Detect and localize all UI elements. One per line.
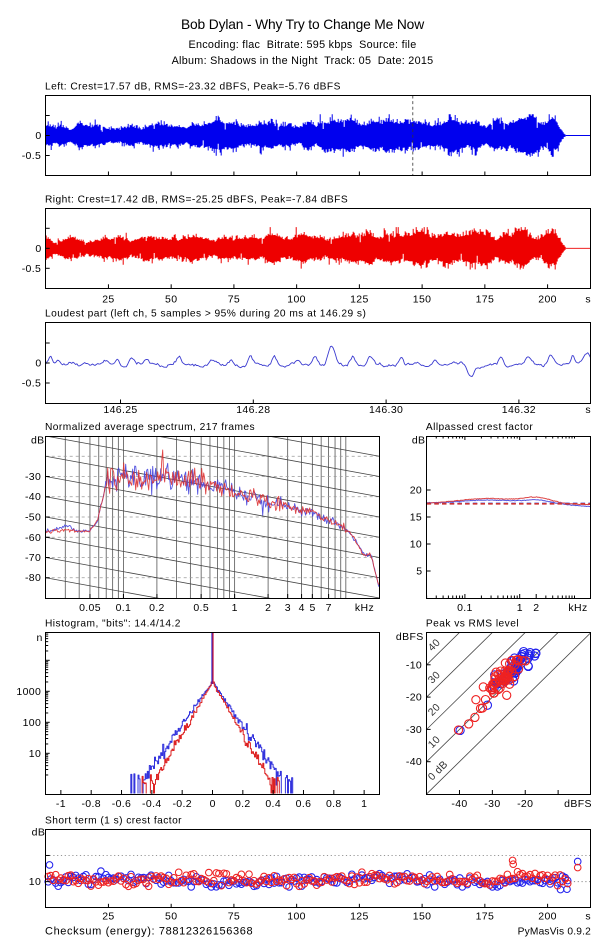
svg-text:-30: -30	[406, 724, 422, 736]
svg-text:125: 125	[350, 294, 369, 306]
svg-text:s: s	[585, 294, 590, 306]
svg-text:-40: -40	[25, 491, 41, 503]
svg-text:1: 1	[517, 602, 523, 614]
svg-text:3: 3	[285, 602, 291, 614]
svg-text:150: 150	[413, 911, 432, 923]
svg-text:100: 100	[287, 294, 306, 306]
svg-text:dB: dB	[412, 435, 426, 447]
svg-text:-30: -30	[25, 471, 41, 483]
svg-text:2: 2	[533, 602, 539, 614]
svg-text:0: 0	[35, 243, 41, 255]
svg-text:146.32: 146.32	[502, 404, 536, 416]
svg-text:-70: -70	[25, 552, 41, 564]
svg-text:2: 2	[265, 602, 271, 614]
svg-text:Bob Dylan - Why Try to Change: Bob Dylan - Why Try to Change Me Now	[181, 17, 424, 32]
svg-text:Short term (1 s) crest factor: Short term (1 s) crest factor	[45, 815, 182, 826]
svg-text:Allpassed crest factor: Allpassed crest factor	[426, 422, 533, 433]
svg-text:75: 75	[228, 911, 240, 923]
svg-text:146.25: 146.25	[103, 404, 137, 416]
svg-text:Encoding: flac Bitrate: 595 k: Encoding: flac Bitrate: 595 kbps Source:…	[188, 39, 416, 51]
svg-text:dBFS: dBFS	[564, 798, 592, 810]
svg-text:-60: -60	[25, 532, 41, 544]
svg-text:Left: Crest=17.57 dB, RMS=-23.: Left: Crest=17.57 dB, RMS=-23.32 dBFS, P…	[45, 82, 341, 93]
svg-text:125: 125	[350, 911, 369, 923]
svg-text:-10: -10	[406, 659, 422, 671]
svg-text:-40: -40	[451, 798, 467, 810]
svg-text:0.1: 0.1	[457, 602, 473, 614]
svg-text:-20: -20	[517, 798, 533, 810]
svg-text:0.1: 0.1	[116, 602, 132, 614]
svg-text:20: 20	[410, 485, 422, 497]
svg-text:0: 0	[35, 130, 41, 142]
svg-text:0.2: 0.2	[235, 798, 251, 810]
svg-text:Histogram, "bits": 14.4/14.2: Histogram, "bits": 14.4/14.2	[45, 619, 181, 630]
svg-text:Peak vs RMS level: Peak vs RMS level	[426, 619, 519, 630]
svg-text:-50: -50	[25, 512, 41, 524]
svg-text:50: 50	[165, 294, 177, 306]
svg-text:50: 50	[165, 911, 177, 923]
svg-text:-0.4: -0.4	[142, 798, 162, 810]
svg-text:1000: 1000	[16, 686, 41, 698]
svg-text:100: 100	[23, 717, 42, 729]
svg-text:Checksum (energy): 78812326156: Checksum (energy): 78812326156368	[45, 926, 253, 938]
svg-text:5: 5	[309, 602, 315, 614]
svg-text:10: 10	[410, 539, 422, 551]
svg-text:200: 200	[538, 911, 557, 923]
svg-text:0.05: 0.05	[79, 602, 101, 614]
svg-text:kHz: kHz	[568, 602, 587, 614]
svg-text:-0.6: -0.6	[112, 798, 132, 810]
svg-text:0.6: 0.6	[296, 798, 312, 810]
svg-text:10: 10	[29, 876, 41, 888]
svg-text:1: 1	[232, 602, 238, 614]
svg-text:dB: dB	[32, 827, 46, 839]
svg-text:Album: Shadows in the Night T: Album: Shadows in the Night Track: 05 Da…	[172, 55, 434, 67]
svg-text:0.5: 0.5	[193, 602, 209, 614]
svg-text:Normalized average spectrum, 2: Normalized average spectrum, 217 frames	[45, 422, 255, 433]
svg-text:25: 25	[102, 294, 114, 306]
svg-text:Right: Crest=17.42 dB, RMS=-25: Right: Crest=17.42 dB, RMS=-25.25 dBFS, …	[45, 194, 348, 205]
svg-text:-30: -30	[484, 798, 500, 810]
svg-text:4: 4	[299, 602, 305, 614]
svg-text:0: 0	[35, 358, 41, 370]
svg-text:100: 100	[287, 911, 306, 923]
svg-text:PyMasVis 0.9.2: PyMasVis 0.9.2	[518, 927, 592, 938]
svg-text:75: 75	[228, 294, 240, 306]
svg-text:-0.5: -0.5	[22, 378, 42, 390]
svg-text:-40: -40	[406, 756, 422, 768]
svg-text:-0.8: -0.8	[81, 798, 101, 810]
svg-text:dB: dB	[31, 435, 45, 447]
svg-text:-0.5: -0.5	[22, 150, 42, 162]
svg-text:kHz: kHz	[355, 602, 374, 614]
svg-text:146.28: 146.28	[236, 404, 270, 416]
svg-text:25: 25	[102, 911, 114, 923]
svg-text:Loudest part (left ch, 5 sampl: Loudest part (left ch, 5 samples > 95% d…	[45, 309, 366, 320]
svg-text:15: 15	[410, 512, 422, 524]
svg-text:7: 7	[326, 602, 332, 614]
svg-text:dBFS: dBFS	[396, 631, 424, 643]
svg-text:-20: -20	[406, 692, 422, 704]
svg-text:s: s	[585, 404, 590, 416]
svg-text:0.8: 0.8	[326, 798, 342, 810]
svg-text:0.4: 0.4	[265, 798, 281, 810]
svg-text:200: 200	[538, 294, 557, 306]
svg-text:1: 1	[361, 798, 367, 810]
svg-text:-0.2: -0.2	[172, 798, 192, 810]
svg-text:146.30: 146.30	[369, 404, 403, 416]
svg-text:0.2: 0.2	[149, 602, 165, 614]
svg-text:-80: -80	[25, 572, 41, 584]
svg-text:-1: -1	[56, 798, 66, 810]
svg-text:175: 175	[476, 911, 495, 923]
svg-text:175: 175	[476, 294, 495, 306]
svg-text:5: 5	[416, 566, 422, 578]
svg-text:150: 150	[413, 294, 432, 306]
svg-text:0: 0	[210, 798, 216, 810]
svg-text:n: n	[37, 632, 43, 644]
svg-text:10: 10	[29, 748, 41, 760]
svg-text:s: s	[585, 911, 590, 923]
svg-text:-0.5: -0.5	[22, 263, 42, 275]
